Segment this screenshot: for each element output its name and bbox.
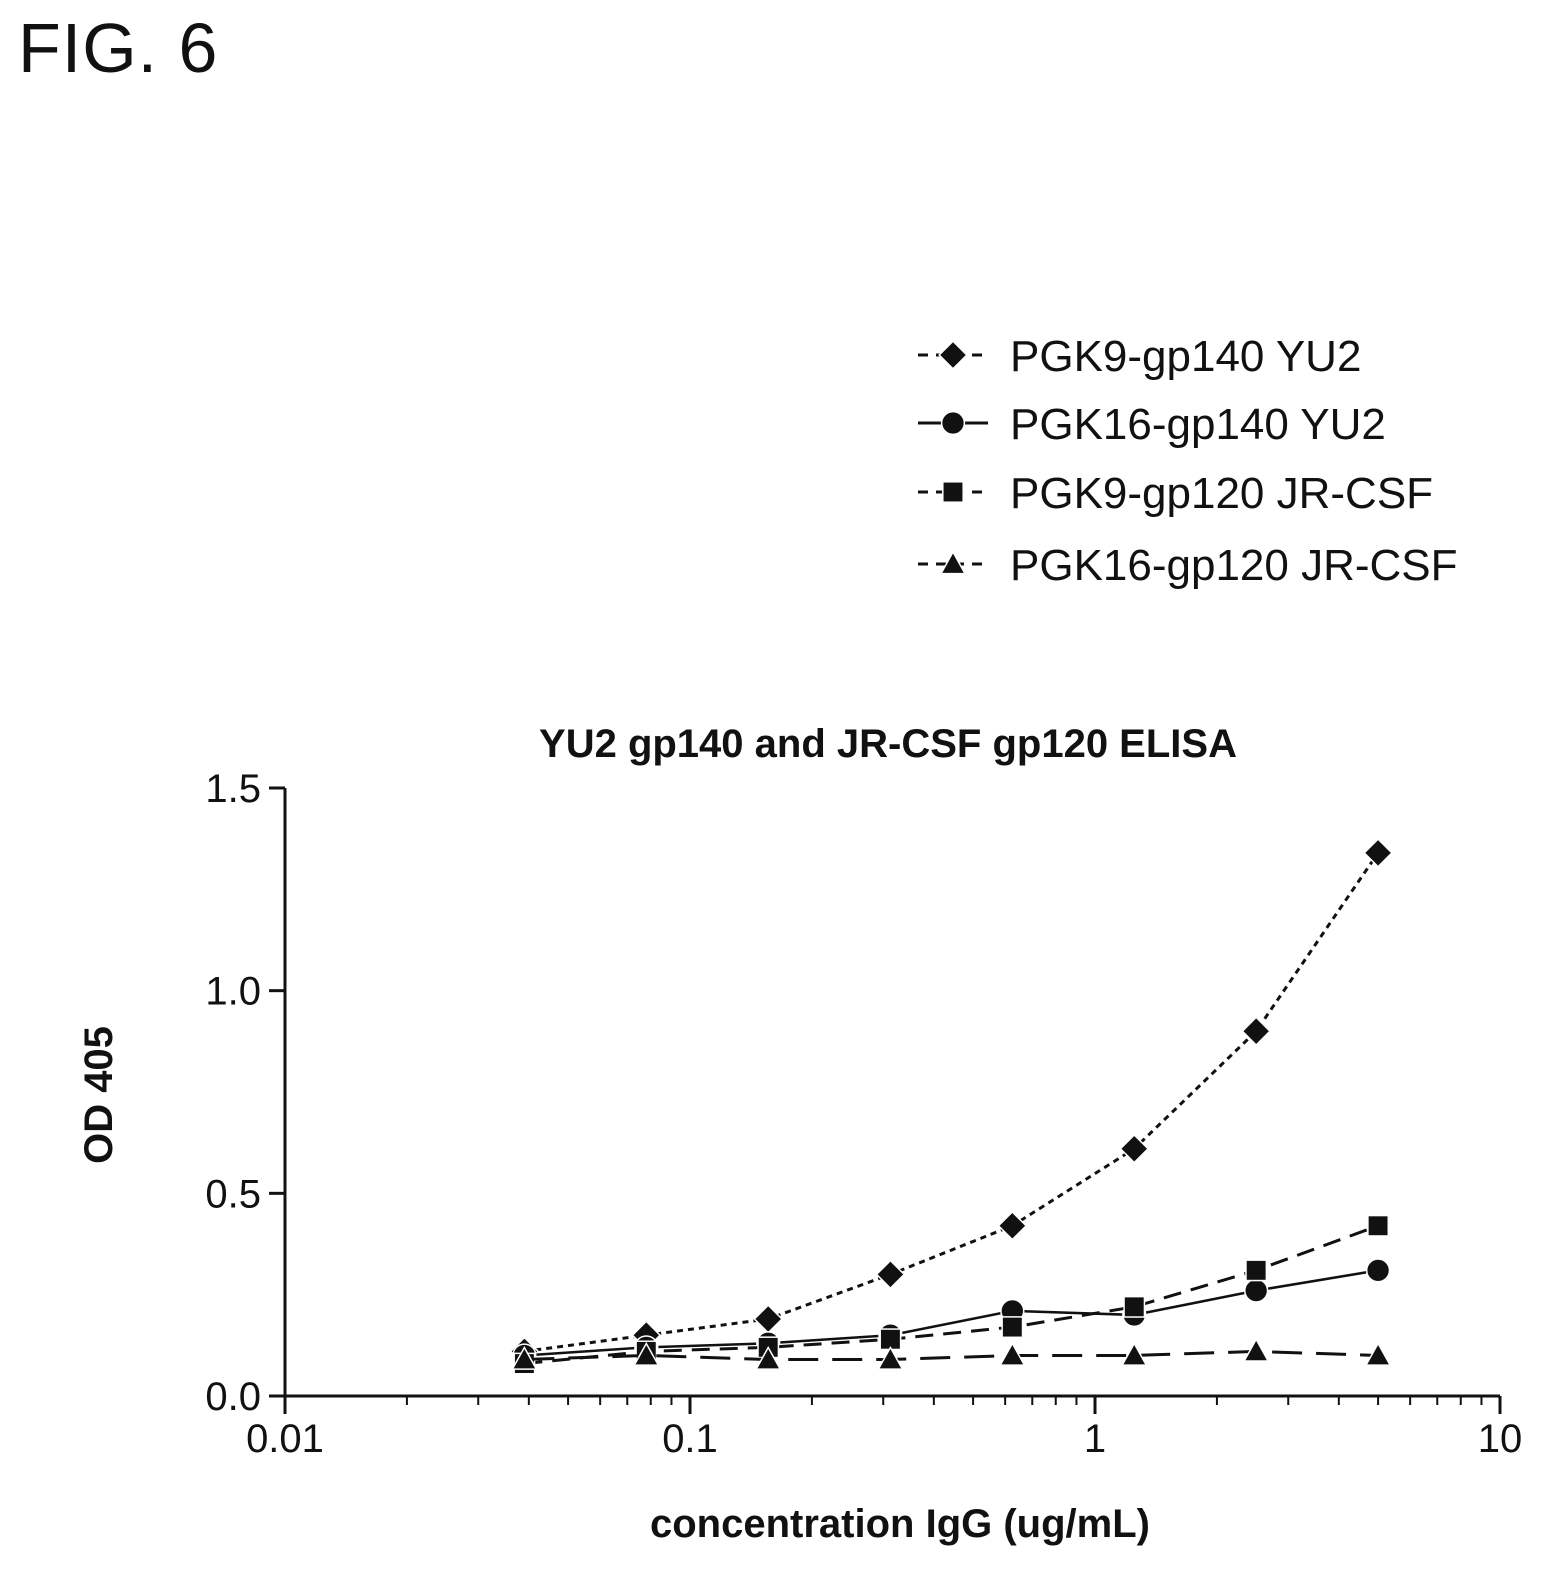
- data-point: [1242, 1337, 1270, 1362]
- x-tick-label: 10: [1478, 1417, 1523, 1461]
- series-line: [524, 1224, 1379, 1366]
- data-point: [1123, 1295, 1146, 1318]
- data-point: [1120, 1341, 1148, 1366]
- legend-label: PGK16-gp120 JR-CSF: [1010, 541, 1458, 590]
- data-point: [1241, 1016, 1272, 1047]
- series-triangle: [511, 1337, 1392, 1370]
- y-tick-label: 1.5: [205, 767, 261, 811]
- chart-title: YU2 gp140 and JR-CSF gp120 ELISA: [539, 722, 1237, 766]
- x-axis-label: concentration IgG (ug/mL): [650, 1502, 1150, 1546]
- data-point: [1119, 1133, 1150, 1164]
- data-point: [999, 1341, 1026, 1366]
- legend-entry: PGK9-gp140 YU2: [918, 332, 1361, 381]
- legend-marker: [938, 340, 968, 370]
- data-point: [1365, 1258, 1391, 1283]
- data-point: [997, 1210, 1028, 1241]
- data-point: [754, 1345, 782, 1370]
- legend-label: PGK16-gp140 YU2: [1010, 400, 1386, 449]
- x-tick-label: 0.1: [662, 1417, 718, 1461]
- legend: PGK9-gp140 YU2 PGK16-gp140 YU2 PGK9-gp120 …: [918, 332, 1458, 590]
- legend-label: PGK9-gp140 YU2: [1010, 332, 1361, 381]
- y-tick-label: 0.5: [205, 1172, 261, 1216]
- data-point: [877, 1345, 904, 1370]
- y-tick-label: 1.0: [205, 970, 261, 1014]
- series-layer: [509, 837, 1393, 1375]
- data-point: [1364, 1341, 1392, 1366]
- data-point: [511, 1345, 538, 1370]
- legend-entry: PGK9-gp120 JR-CSF: [918, 469, 1433, 518]
- data-point: [1245, 1259, 1268, 1282]
- data-point: [753, 1304, 784, 1334]
- axes: 0.0 0.5 1.0 1.5 0.01 0.1 1 10: [205, 767, 1522, 1461]
- data-point: [1244, 1278, 1269, 1303]
- legend-entry: PGK16-gp140 YU2: [918, 400, 1386, 449]
- series-diamond: [509, 837, 1393, 1367]
- y-tick-label: 0.0: [205, 1375, 261, 1419]
- legend-marker: [942, 481, 964, 503]
- data-point: [633, 1341, 660, 1366]
- legend-marker: [940, 410, 966, 436]
- y-axis-label: OD 405: [77, 1026, 121, 1164]
- x-tick-label: 1: [1084, 1417, 1106, 1461]
- data-point: [875, 1259, 906, 1290]
- data-point: [1367, 1214, 1390, 1237]
- data-point: [1363, 837, 1393, 868]
- series-line: [524, 1269, 1379, 1357]
- legend-marker: [939, 550, 967, 575]
- data-point: [1001, 1316, 1024, 1339]
- series-line: [524, 852, 1380, 1353]
- x-tick-label: 0.01: [246, 1417, 324, 1461]
- series-line: [524, 1349, 1379, 1362]
- legend-label: PGK9-gp120 JR-CSF: [1010, 469, 1433, 518]
- legend-entry: PGK16-gp120 JR-CSF: [918, 541, 1458, 590]
- figure-label: FIG. 6: [18, 9, 219, 87]
